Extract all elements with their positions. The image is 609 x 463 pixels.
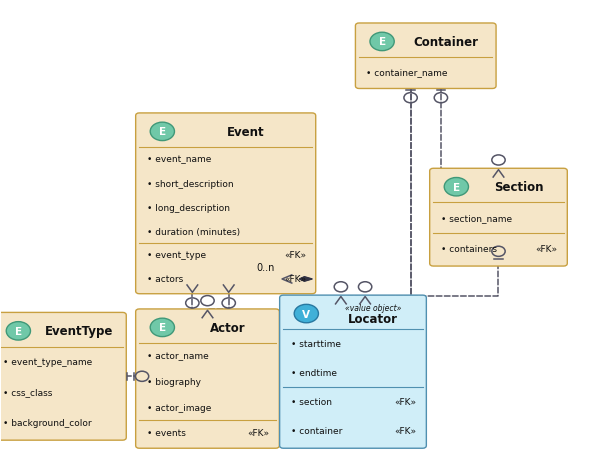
Text: E: E bbox=[379, 38, 385, 47]
Text: Container: Container bbox=[414, 36, 478, 49]
FancyBboxPatch shape bbox=[136, 114, 315, 294]
Circle shape bbox=[294, 305, 319, 323]
Circle shape bbox=[150, 123, 174, 141]
FancyBboxPatch shape bbox=[136, 309, 280, 448]
Text: «FK»: «FK» bbox=[247, 428, 270, 437]
Text: • actor_name: • actor_name bbox=[147, 351, 208, 361]
Text: • endtime: • endtime bbox=[290, 369, 337, 377]
Circle shape bbox=[6, 322, 30, 340]
Text: Locator: Locator bbox=[348, 312, 398, 325]
Text: Section: Section bbox=[494, 181, 543, 194]
Text: • css_class: • css_class bbox=[2, 388, 52, 397]
Text: • events: • events bbox=[147, 428, 186, 437]
FancyBboxPatch shape bbox=[280, 295, 426, 448]
Text: «FK»: «FK» bbox=[284, 251, 306, 260]
FancyBboxPatch shape bbox=[0, 313, 126, 440]
Text: • long_description: • long_description bbox=[147, 203, 230, 212]
Text: • containers: • containers bbox=[440, 244, 496, 253]
Text: E: E bbox=[159, 323, 166, 333]
Text: Actor: Actor bbox=[209, 321, 245, 334]
Text: • starttime: • starttime bbox=[290, 339, 340, 349]
Text: • short_description: • short_description bbox=[147, 179, 233, 188]
Text: • container_name: • container_name bbox=[367, 68, 448, 77]
Text: «FK»: «FK» bbox=[284, 275, 306, 284]
Text: EventType: EventType bbox=[45, 325, 113, 338]
Text: E: E bbox=[15, 326, 22, 336]
Text: «FK»: «FK» bbox=[395, 398, 417, 407]
Text: • duration (minutes): • duration (minutes) bbox=[147, 227, 240, 236]
Text: «FK»: «FK» bbox=[535, 244, 558, 253]
Text: «value object»: «value object» bbox=[345, 303, 401, 312]
Text: V: V bbox=[302, 309, 311, 319]
Text: • event_name: • event_name bbox=[147, 155, 211, 164]
FancyBboxPatch shape bbox=[430, 169, 568, 267]
Text: • biography: • biography bbox=[147, 377, 200, 386]
Text: • actors: • actors bbox=[147, 275, 183, 284]
Circle shape bbox=[370, 33, 394, 51]
Text: • event_type: • event_type bbox=[147, 251, 206, 260]
Text: • event_type_name: • event_type_name bbox=[2, 357, 92, 366]
Text: E: E bbox=[453, 182, 460, 192]
Text: • actor_image: • actor_image bbox=[147, 403, 211, 412]
Polygon shape bbox=[300, 277, 312, 282]
FancyBboxPatch shape bbox=[356, 24, 496, 89]
Circle shape bbox=[444, 178, 468, 196]
Text: • section: • section bbox=[290, 398, 331, 407]
Text: «FK»: «FK» bbox=[395, 426, 417, 436]
Circle shape bbox=[150, 319, 174, 337]
Text: • background_color: • background_color bbox=[2, 418, 91, 427]
Text: • section_name: • section_name bbox=[440, 213, 512, 223]
Text: E: E bbox=[159, 127, 166, 137]
Text: 0..n: 0..n bbox=[256, 262, 274, 272]
Text: Event: Event bbox=[227, 125, 264, 138]
Text: • container: • container bbox=[290, 426, 342, 436]
